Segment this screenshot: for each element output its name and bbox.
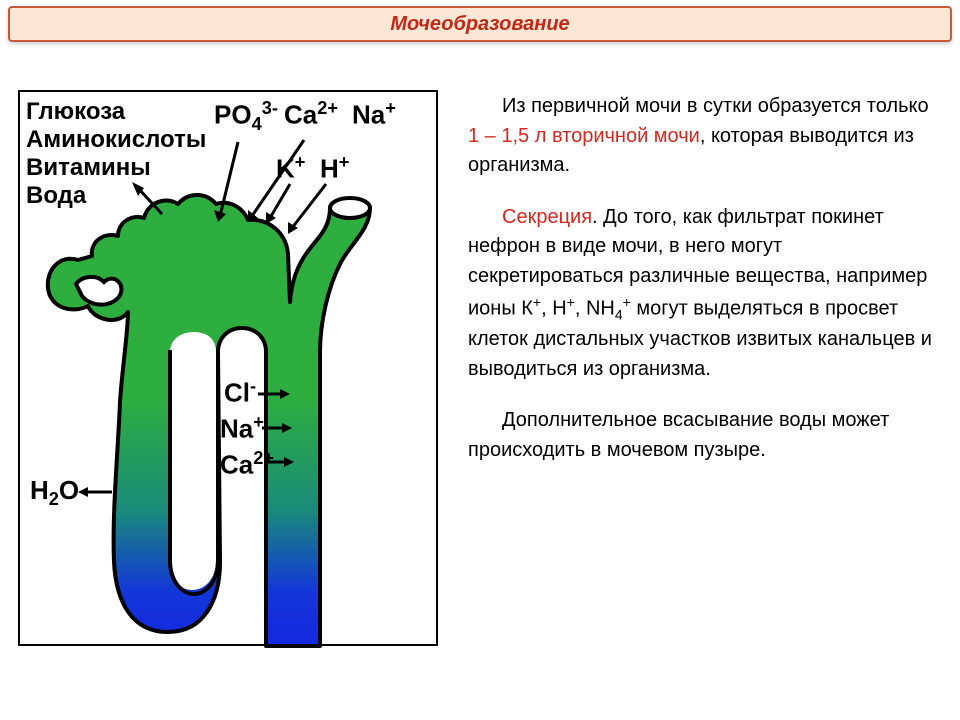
- ion-ca-mid: Ca2+: [220, 448, 274, 481]
- paragraph-1: Из первичной мочи в сутки образуется тол…: [468, 92, 938, 181]
- explanation-text: Из первичной мочи в сутки образуется тол…: [468, 92, 938, 487]
- ion-h: H+: [320, 152, 349, 185]
- slide-title: Мочеобразование: [390, 13, 569, 36]
- label-glucose: Глюкоза: [26, 98, 125, 126]
- label-vitamins: Витамины: [26, 154, 151, 182]
- slide-header: Мочеобразование: [8, 6, 952, 42]
- ion-ca-top: Ca2+: [284, 98, 338, 131]
- nephron-diagram: Глюкоза Аминокислоты Витамины Вода PO43-…: [18, 90, 438, 646]
- label-h2o: H2O: [30, 476, 79, 510]
- paragraph-2: Секреция. До того, как фильтрат покинет …: [468, 203, 938, 384]
- ion-k: K+: [276, 152, 305, 185]
- ion-po4: PO43-: [214, 98, 278, 135]
- paragraph-3: Дополнительное всасывание воды может про…: [468, 406, 938, 465]
- ion-cl: Cl-: [224, 376, 256, 409]
- ion-na-mid: Na+: [220, 412, 264, 445]
- label-water: Вода: [26, 182, 86, 210]
- label-amino: Аминокислоты: [26, 126, 206, 154]
- ion-na-top: Na+: [352, 98, 396, 131]
